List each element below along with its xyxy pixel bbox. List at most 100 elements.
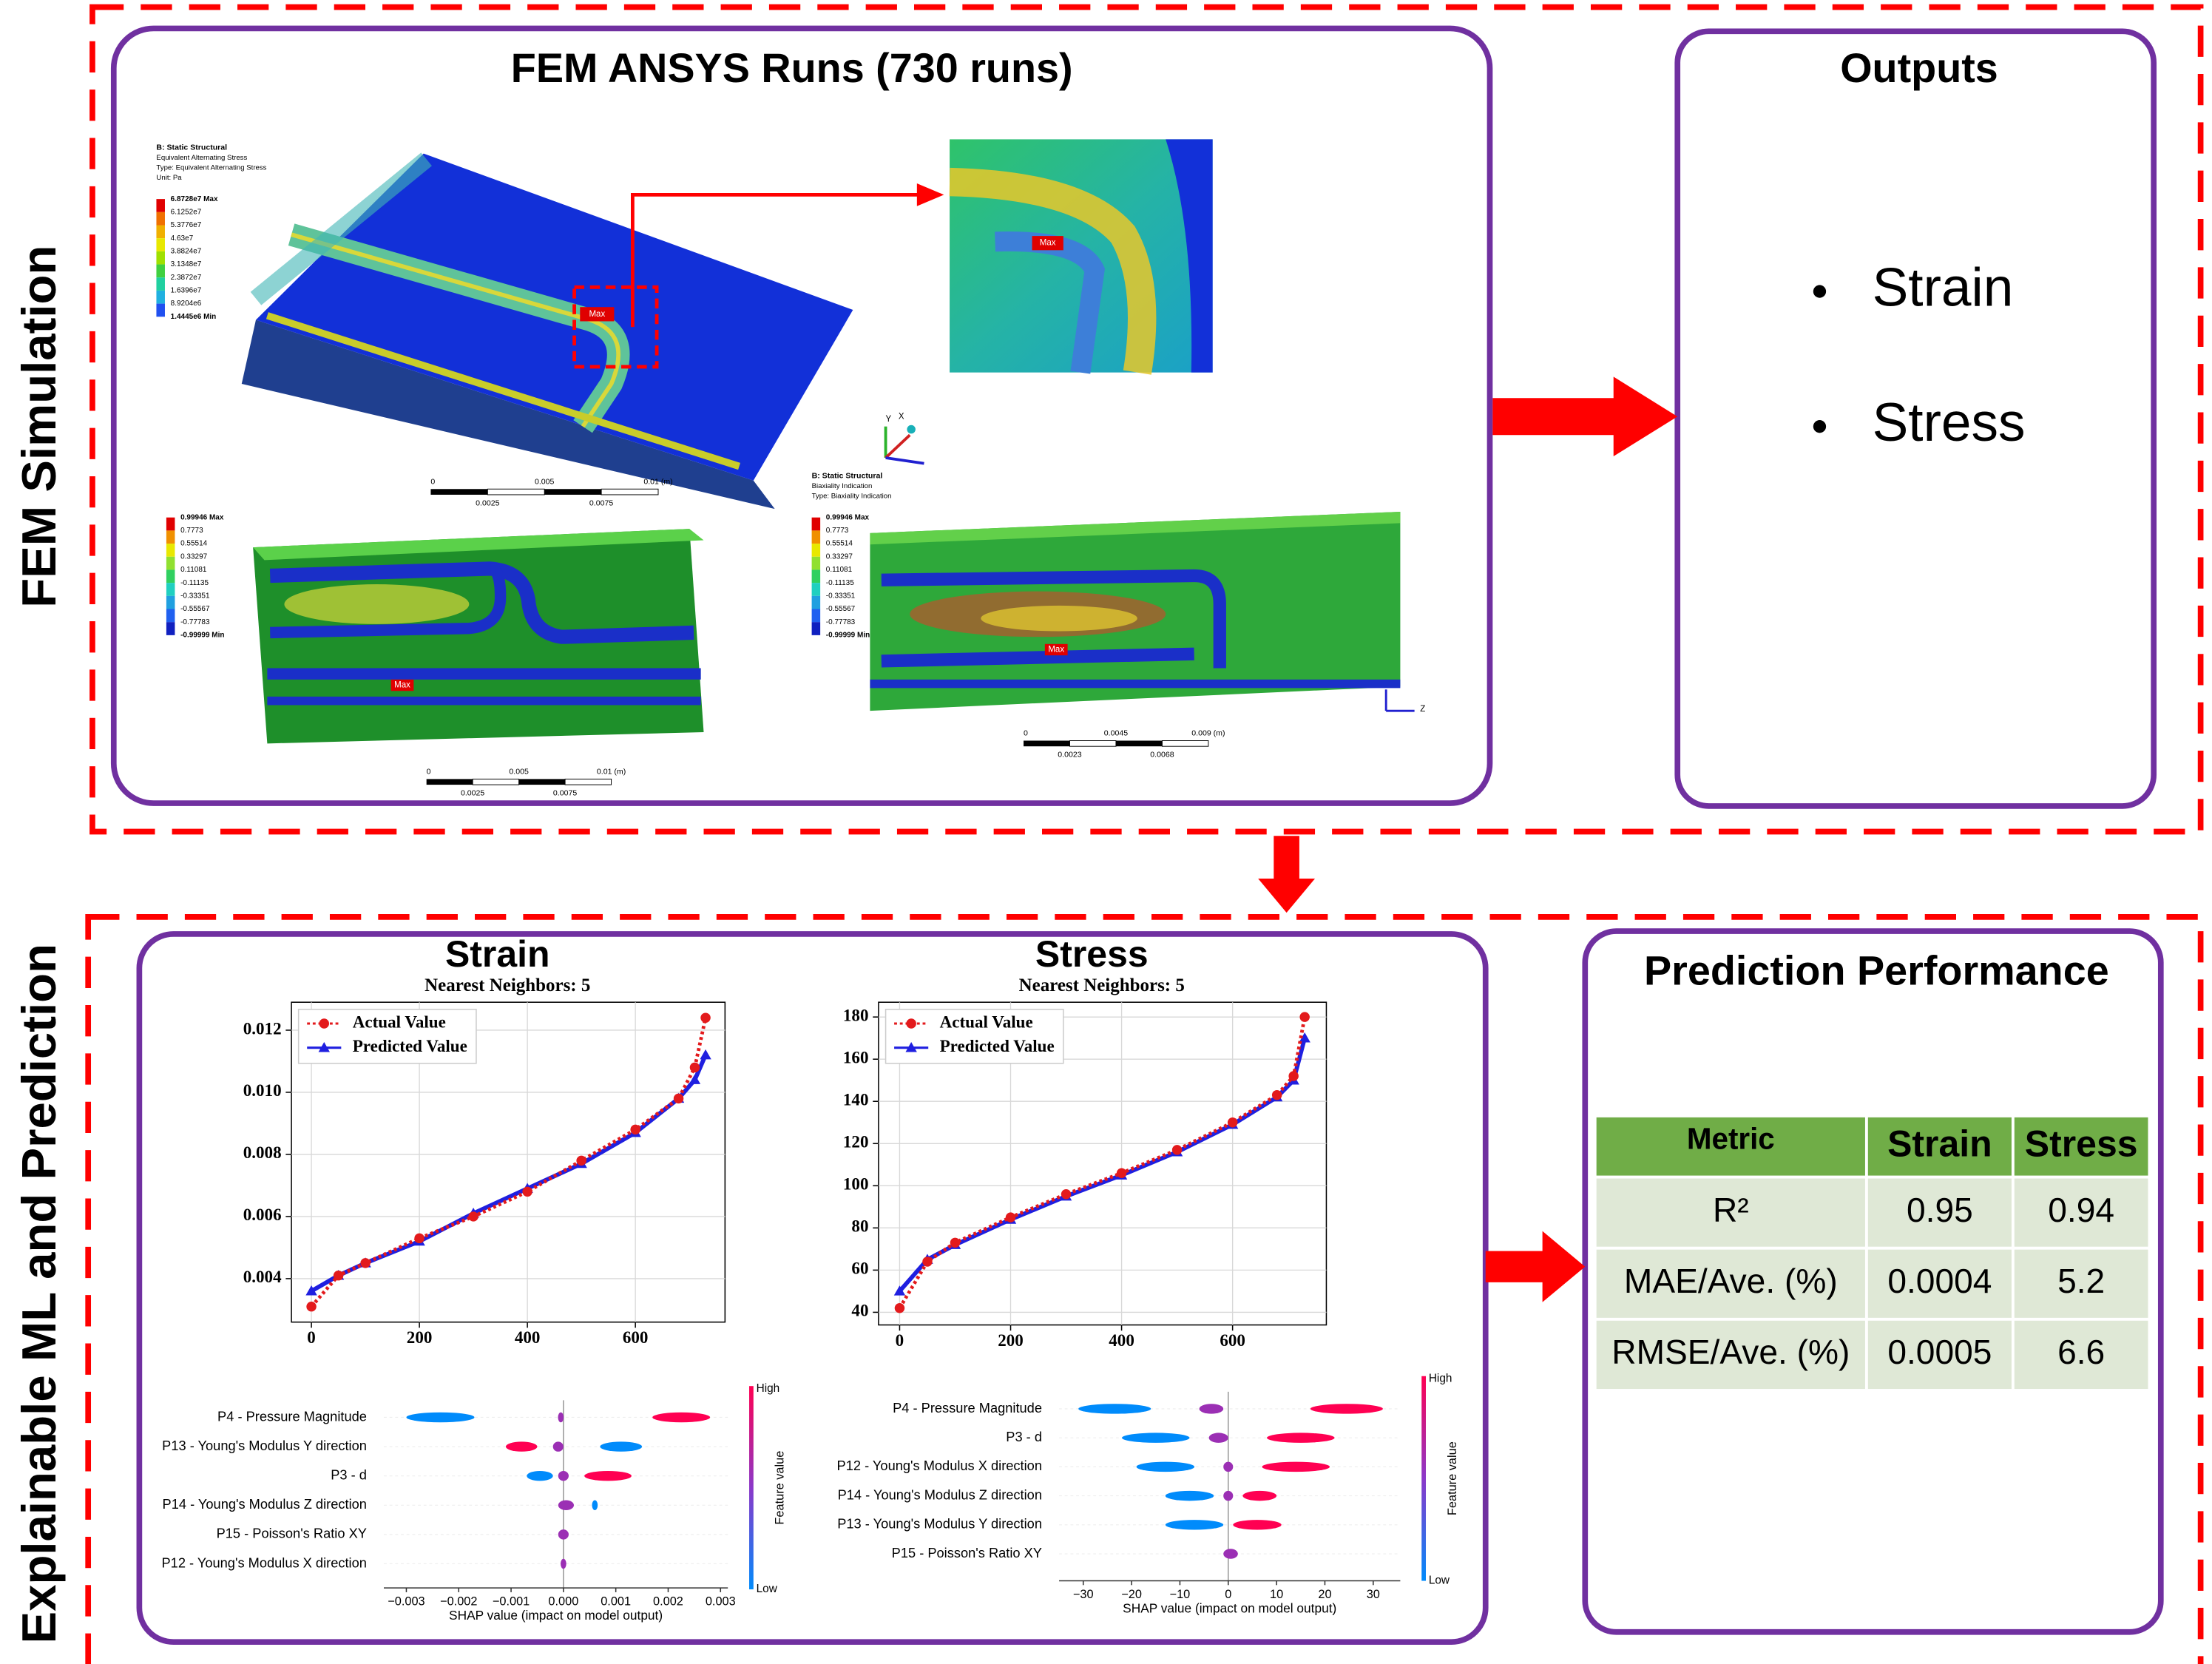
feature-label: P14 - Young's Modulus Z direction bbox=[163, 1496, 367, 1512]
y-tick-label: 0.004 bbox=[243, 1267, 282, 1286]
fem-legend-label: 6.1252e7 bbox=[171, 208, 202, 216]
max-label: Max bbox=[1048, 646, 1064, 655]
y-tick-label: 100 bbox=[843, 1174, 869, 1194]
shap-cluster bbox=[1165, 1490, 1214, 1501]
feature-label: P12 - Young's Modulus X direction bbox=[162, 1555, 367, 1570]
predicted-point bbox=[893, 1285, 906, 1296]
shap-cluster bbox=[1078, 1404, 1151, 1414]
colorbar bbox=[1421, 1376, 1427, 1581]
x-tick-label: 0 bbox=[307, 1328, 316, 1347]
fem-legend-label: 6.8728e7 Max bbox=[171, 195, 218, 203]
scale-bar bbox=[544, 489, 602, 495]
fem-legend-label: 4.63e7 bbox=[171, 234, 194, 243]
fem-legend-label: 0.55514 bbox=[826, 540, 853, 548]
fem-legend-swatch bbox=[166, 595, 175, 609]
scale-bar bbox=[564, 778, 612, 785]
fem-legend-swatch bbox=[811, 595, 821, 609]
x-tick-label: −30 bbox=[1073, 1588, 1094, 1601]
scale-bar bbox=[518, 779, 566, 785]
fem-legend-swatch bbox=[156, 251, 165, 265]
fem-legend-label: -0.55567 bbox=[180, 605, 210, 613]
scale-label: 0.0025 bbox=[461, 788, 484, 797]
x-tick-label: −0.002 bbox=[440, 1595, 477, 1609]
fem-legend-label: -0.77783 bbox=[180, 618, 210, 626]
fem-legend-label: 3.8824e7 bbox=[171, 248, 202, 256]
fem-legend-label: -0.33351 bbox=[180, 592, 210, 600]
chart-subtitle: Nearest Neighbors: 5 bbox=[425, 975, 590, 995]
side-label: FEM Simulation bbox=[12, 246, 66, 608]
fem-header: Type: Equivalent Alternating Stress bbox=[156, 163, 266, 172]
fem-biaxiality-left-render bbox=[253, 529, 704, 744]
output-item: Strain bbox=[1873, 257, 2014, 317]
x-tick-label: −10 bbox=[1170, 1588, 1191, 1601]
x-tick-label: −20 bbox=[1121, 1588, 1142, 1601]
fem-biaxiality-right-render bbox=[870, 512, 1401, 711]
actual-point bbox=[922, 1257, 933, 1267]
header-text: Stress bbox=[2025, 1123, 2138, 1164]
header-cell bbox=[1593, 1115, 1868, 1179]
shap-cluster bbox=[1223, 1490, 1234, 1501]
legend-marker bbox=[319, 1018, 329, 1029]
chart-subtitle: Nearest Neighbors: 5 bbox=[1019, 975, 1185, 995]
x-tick-label: 200 bbox=[998, 1330, 1024, 1350]
legend-label: Predicted Value bbox=[353, 1036, 467, 1055]
fem-legend-label: 8.9204e6 bbox=[171, 300, 202, 308]
chart-title: Stress bbox=[1035, 933, 1149, 975]
outputs-title: Outputs bbox=[1840, 45, 1998, 91]
actual-point bbox=[1227, 1117, 1238, 1128]
fem-legend-label: -0.11135 bbox=[826, 579, 854, 587]
shap-cluster bbox=[1165, 1520, 1224, 1530]
y-tick-label: 40 bbox=[851, 1301, 868, 1320]
legend-label: Predicted Value bbox=[940, 1036, 1055, 1055]
fem-legend-swatch bbox=[166, 530, 175, 544]
fem-legend-label: -0.55567 bbox=[826, 605, 856, 613]
scale-label: 0.0025 bbox=[476, 498, 499, 507]
shap-cluster bbox=[1223, 1549, 1238, 1559]
output-item: Stress bbox=[1873, 393, 2026, 453]
actual-point bbox=[1116, 1168, 1127, 1178]
arrow-down bbox=[1258, 836, 1316, 913]
feature-label: P15 - Poisson's Ratio XY bbox=[892, 1545, 1042, 1560]
shap-cluster bbox=[652, 1412, 711, 1423]
feature-label: P13 - Young's Modulus Y direction bbox=[162, 1438, 367, 1453]
x-tick-label: 30 bbox=[1367, 1588, 1380, 1601]
fem-legend-label: -0.99999 Min bbox=[180, 632, 224, 640]
cell-text: R² bbox=[1713, 1191, 1749, 1229]
actual-point bbox=[360, 1258, 371, 1268]
legend-box bbox=[297, 1009, 477, 1064]
actual-point bbox=[1005, 1212, 1016, 1222]
y-tick-label: 120 bbox=[843, 1132, 869, 1151]
fem-legend-swatch bbox=[166, 517, 175, 531]
chart-title: Strain bbox=[445, 933, 550, 975]
shap-cluster bbox=[1208, 1433, 1228, 1443]
max-label: Max bbox=[589, 310, 605, 319]
scale-bar bbox=[487, 488, 545, 496]
shap-cluster bbox=[1310, 1404, 1383, 1414]
colorbar-low: Low bbox=[1429, 1575, 1450, 1587]
fem-header: Equivalent Alternating Stress bbox=[156, 154, 247, 162]
fem-stress-render bbox=[241, 152, 944, 510]
y-tick-label: 0.012 bbox=[243, 1018, 282, 1038]
fem-legend-swatch bbox=[156, 199, 165, 212]
fem-legend-swatch bbox=[811, 622, 821, 635]
scale-label: 0.0068 bbox=[1150, 751, 1174, 760]
fem-legend-swatch bbox=[166, 569, 175, 584]
fem-legend-swatch bbox=[166, 583, 175, 596]
triad-label: Y bbox=[886, 415, 892, 424]
fem-legend-label: 0.33297 bbox=[826, 552, 853, 561]
fem-header: Biaxiality Indication bbox=[812, 482, 873, 490]
cell-text: 5.2 bbox=[2057, 1262, 2105, 1300]
x-tick-label: 400 bbox=[515, 1328, 541, 1347]
cell-text: 0.95 bbox=[1907, 1191, 1973, 1229]
fem-legend-swatch bbox=[811, 530, 821, 544]
fem-legend-swatch bbox=[811, 544, 821, 557]
x-tick-label: −0.001 bbox=[493, 1595, 530, 1609]
scale-label: 0.01 (m) bbox=[597, 768, 626, 777]
fem-header: B: Static Structural bbox=[812, 472, 883, 481]
actual-point bbox=[306, 1301, 317, 1312]
feature-label: P13 - Young's Modulus Y direction bbox=[837, 1516, 1042, 1532]
y-tick-label: 0.008 bbox=[243, 1143, 282, 1162]
scale-bar bbox=[472, 778, 520, 785]
